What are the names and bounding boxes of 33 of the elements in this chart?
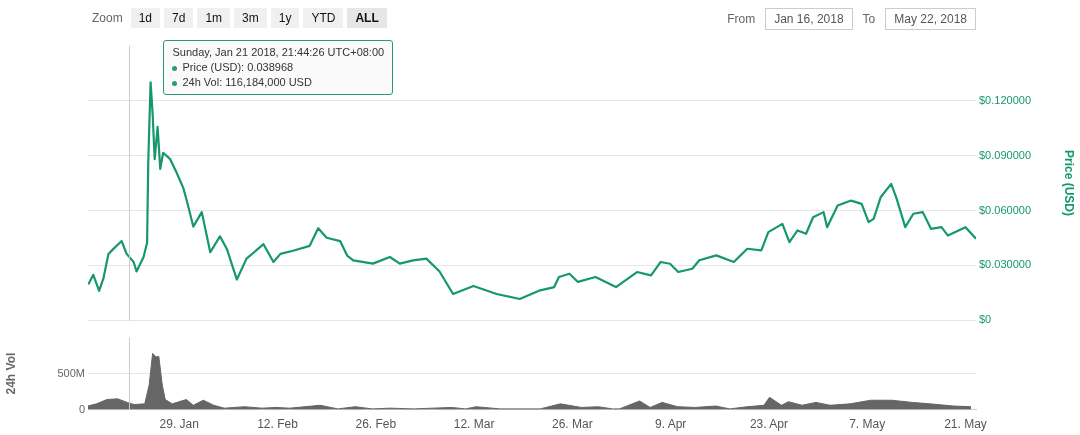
- x-tick-label: 29. Jan: [159, 417, 199, 432]
- x-tick-label: 23. Apr: [749, 417, 788, 432]
- y-tick-label: $0.060000: [979, 203, 1031, 216]
- y-axis-title: Price (USD): [1062, 149, 1077, 217]
- y-tick-label: $0.090000: [979, 148, 1031, 161]
- y-axis-title: 24h Vol: [3, 352, 18, 395]
- text: YTD: [303, 8, 344, 28]
- text: 1m: [197, 8, 231, 28]
- x-tick-label: 12. Feb: [257, 417, 299, 432]
- text: 1d: [130, 8, 161, 28]
- annotation: Price (USD): 0.038968: [182, 61, 294, 73]
- annotation: Sunday, Jan 21 2018, 21:44:26 UTC+08:00: [172, 46, 385, 58]
- text: May 22, 2018: [885, 8, 976, 30]
- y-tick-label: $0.030000: [979, 258, 1031, 271]
- text: Jan 16, 2018: [765, 8, 853, 30]
- y-tick-label: $0: [979, 313, 992, 326]
- text: ALL: [347, 8, 387, 28]
- text: 1y: [270, 8, 300, 28]
- y-tick-label: 0: [78, 402, 85, 415]
- text: From: [726, 11, 757, 28]
- x-tick-label: 21. May: [944, 417, 987, 432]
- annotation: 24h Vol: 116,184,000 USD: [182, 76, 312, 88]
- text: Zoom: [91, 10, 124, 27]
- x-tick-label: 26. Feb: [355, 417, 397, 432]
- x-tick-label: 7. May: [849, 417, 886, 432]
- text: To: [861, 11, 877, 28]
- x-tick-label: 26. Mar: [552, 417, 593, 432]
- x-tick-label: 9. Apr: [654, 417, 687, 432]
- y-tick-label: 500M: [57, 366, 85, 379]
- x-tick-label: 12. Mar: [453, 417, 495, 432]
- text: 7d: [164, 8, 194, 28]
- y-tick-label: $0.120000: [979, 93, 1031, 106]
- text: 3m: [234, 8, 267, 28]
